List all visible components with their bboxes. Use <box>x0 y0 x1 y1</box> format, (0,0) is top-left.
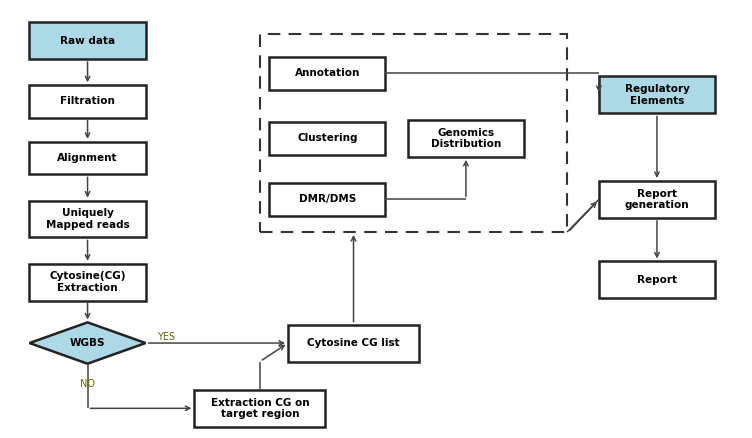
Polygon shape <box>29 322 146 364</box>
Text: Clustering: Clustering <box>297 134 357 144</box>
Bar <box>29 85 146 118</box>
Text: NO: NO <box>80 379 95 389</box>
Text: Alignment: Alignment <box>57 153 118 163</box>
Text: Raw data: Raw data <box>60 35 115 46</box>
Bar <box>599 77 715 113</box>
Text: Extraction CG on
target region: Extraction CG on target region <box>211 398 309 419</box>
Bar <box>288 325 419 361</box>
Bar <box>599 181 715 218</box>
Text: DMR/DMS: DMR/DMS <box>299 194 356 205</box>
Text: Cytosine CG list: Cytosine CG list <box>308 338 400 348</box>
Bar <box>29 201 146 237</box>
Bar <box>269 57 385 89</box>
Text: Report: Report <box>637 275 677 285</box>
Text: Report
generation: Report generation <box>625 189 690 210</box>
Bar <box>29 264 146 300</box>
Bar <box>599 261 715 298</box>
Text: WGBS: WGBS <box>70 338 105 348</box>
Bar <box>269 183 385 216</box>
Bar <box>29 142 146 174</box>
Bar <box>408 120 524 157</box>
Text: Regulatory
Elements: Regulatory Elements <box>624 84 690 106</box>
Bar <box>29 22 146 59</box>
Text: Filtration: Filtration <box>60 96 115 106</box>
Text: Annotation: Annotation <box>295 68 360 78</box>
Text: YES: YES <box>157 332 175 342</box>
Text: Cytosine(CG)
Extraction: Cytosine(CG) Extraction <box>50 271 126 293</box>
Text: Genomics
Distribution: Genomics Distribution <box>431 128 501 149</box>
Bar <box>260 34 567 232</box>
Bar <box>194 390 326 427</box>
Bar <box>269 122 385 155</box>
Text: Uniquely
Mapped reads: Uniquely Mapped reads <box>46 208 129 230</box>
